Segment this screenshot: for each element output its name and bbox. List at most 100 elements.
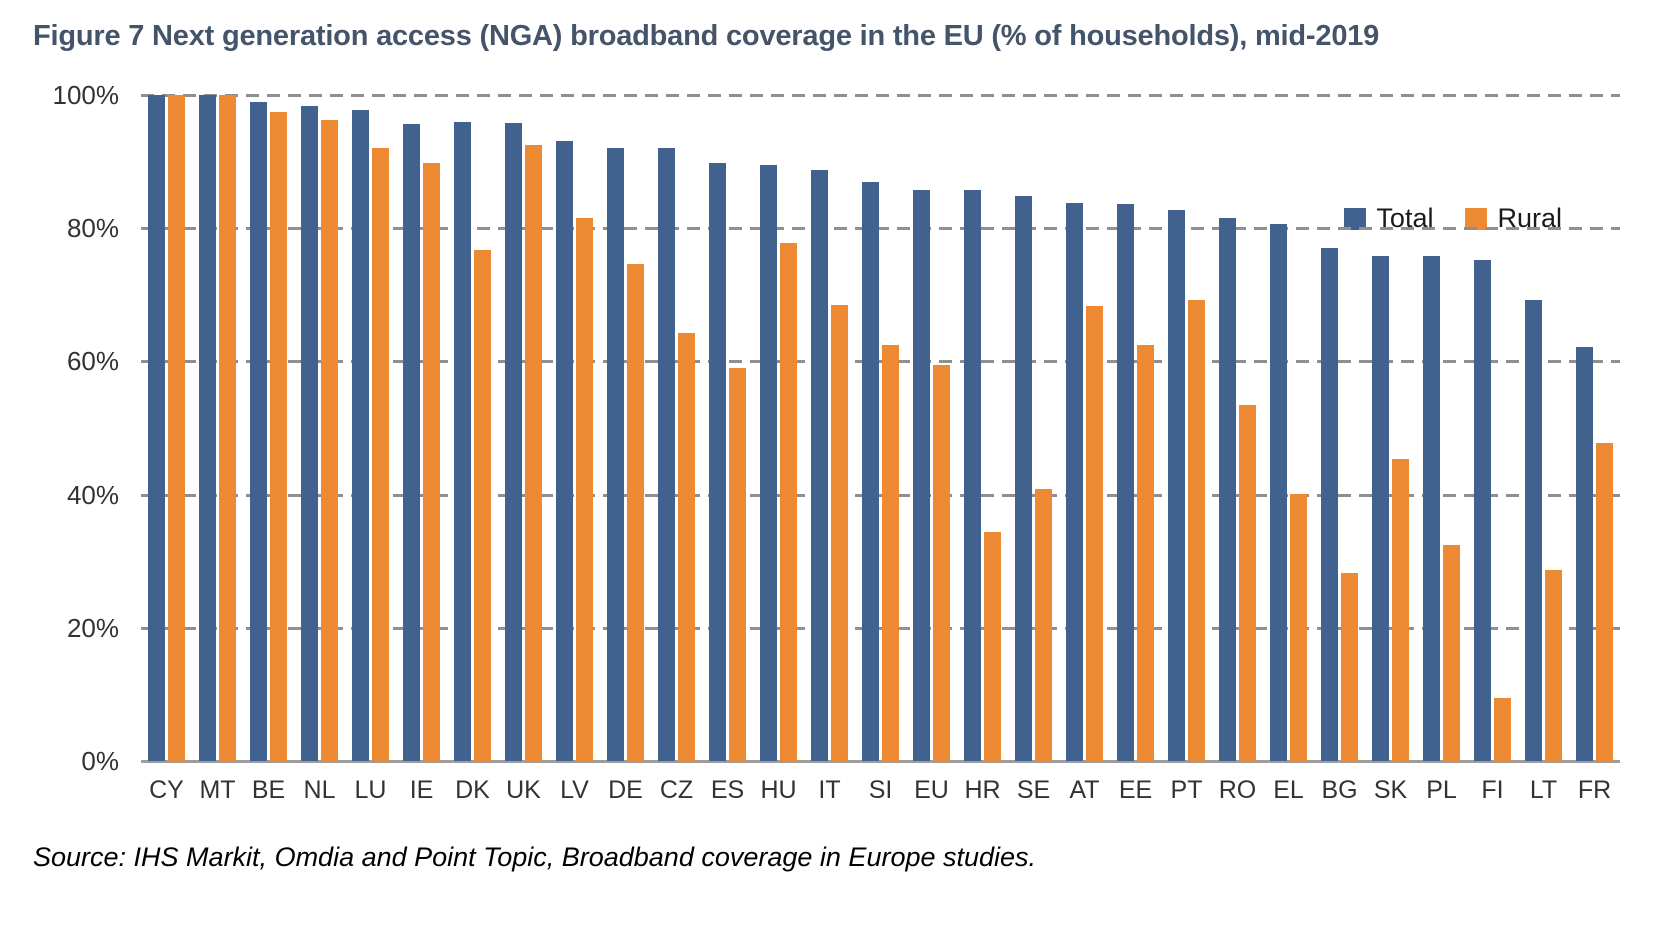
x-label-LU: LU <box>354 776 387 804</box>
bar-group-CZ <box>651 95 702 761</box>
bar-rural-HR <box>984 531 1001 761</box>
figure-title: Figure 7 Next generation access (NGA) br… <box>33 20 1380 52</box>
x-label-SI: SI <box>868 776 893 804</box>
x-label-CY: CY <box>149 776 184 804</box>
chart-plot-area: Total Rural 100% 80% 60% 40% 20% 0% CY MT BE NL LU… <box>53 81 1620 804</box>
bar-group-PT <box>1161 95 1212 761</box>
bar-group-AT <box>1059 95 1110 761</box>
x-label-CZ: CZ <box>659 776 694 804</box>
bar-rural-LV <box>576 217 593 761</box>
bar-total-CY <box>148 95 165 761</box>
bar-rural-ES <box>729 368 746 761</box>
gridline-100 <box>141 94 1620 97</box>
bar-rural-RO <box>1239 405 1256 761</box>
bar-group-IE <box>396 95 447 761</box>
x-label-NL: NL <box>303 776 336 804</box>
y-tick-label-100: 100% <box>52 80 120 110</box>
bar-total-LT <box>1525 300 1542 761</box>
x-label-HU: HU <box>760 776 797 804</box>
bar-rural-AT <box>1086 306 1103 761</box>
x-label-EL: EL <box>1273 776 1304 804</box>
bar-group-DK <box>447 95 498 761</box>
bar-group-BG <box>1314 95 1365 761</box>
bar-group-NL <box>294 95 345 761</box>
bar-rural-CY <box>168 95 185 761</box>
x-label-IT: IT <box>818 776 841 804</box>
x-label-SK: SK <box>1373 776 1408 804</box>
bar-total-FI <box>1474 259 1491 761</box>
bar-total-EU <box>913 189 930 761</box>
bar-group-LV <box>549 95 600 761</box>
x-label-HR: HR <box>964 776 1001 804</box>
bar-total-SK <box>1372 255 1389 761</box>
bar-total-IE <box>403 123 420 761</box>
x-label-LT: LT <box>1529 776 1558 804</box>
bar-group-ES <box>702 95 753 761</box>
x-label-RO: RO <box>1218 776 1257 804</box>
bar-total-AT <box>1066 202 1083 761</box>
bar-total-SE <box>1015 196 1032 761</box>
x-label-UK: UK <box>506 776 541 804</box>
bar-rural-MT <box>219 95 236 761</box>
x-label-DK: DK <box>455 776 490 804</box>
bar-rural-SI <box>882 345 899 761</box>
bar-rural-SK <box>1392 459 1409 761</box>
bar-group-LU <box>345 95 396 761</box>
x-label-DE: DE <box>608 776 643 804</box>
total-series-swatch <box>1344 207 1367 230</box>
gridline-40 <box>141 493 1620 497</box>
gridline-60 <box>141 360 1620 364</box>
bar-group-SE <box>1008 95 1059 761</box>
x-label-PL: PL <box>1426 776 1457 804</box>
bar-rural-IT <box>831 304 848 761</box>
x-label-LV: LV <box>560 776 589 804</box>
bar-group-EE <box>1110 95 1161 761</box>
x-axis-line <box>141 760 1620 763</box>
bar-group-PL <box>1416 95 1467 761</box>
rural-series-swatch <box>1465 207 1488 230</box>
bar-rural-LT <box>1545 569 1562 761</box>
bar-total-DE <box>607 148 624 761</box>
x-label-MT: MT <box>199 776 236 804</box>
bar-rural-HU <box>780 242 797 761</box>
bar-rural-IE <box>423 162 440 761</box>
bar-total-EE <box>1117 204 1134 761</box>
bar-total-BE <box>250 102 267 761</box>
bar-group-SI <box>855 95 906 761</box>
bar-rural-PT <box>1188 300 1205 761</box>
bar-group-SK <box>1365 95 1416 761</box>
gridline-20 <box>141 626 1620 630</box>
x-label-FI: FI <box>1481 776 1504 804</box>
bar-total-LU <box>352 110 369 761</box>
bar-total-SI <box>862 181 879 761</box>
bar-total-ES <box>709 162 726 761</box>
bar-total-HU <box>760 164 777 761</box>
bar-group-FR <box>1569 95 1620 761</box>
bar-rural-EE <box>1137 345 1154 761</box>
bar-rural-DE <box>627 263 644 761</box>
bar-rural-FI <box>1494 698 1511 761</box>
bar-rural-BG <box>1341 572 1358 761</box>
bar-total-CZ <box>658 148 675 761</box>
y-tick-label-60: 60% <box>66 346 119 377</box>
bar-rural-LU <box>372 147 389 761</box>
bar-group-EL <box>1263 95 1314 761</box>
x-label-ES: ES <box>710 776 745 804</box>
bar-rural-BE <box>270 112 287 761</box>
bar-rural-UK <box>525 144 542 761</box>
bar-group-HR <box>957 95 1008 761</box>
bar-total-FR <box>1576 347 1593 761</box>
bar-total-RO <box>1219 217 1236 761</box>
bar-rural-DK <box>474 249 491 761</box>
bar-total-LV <box>556 140 573 761</box>
x-label-SE: SE <box>1016 776 1051 804</box>
bar-rural-FR <box>1596 443 1613 761</box>
bar-total-DK <box>454 122 471 761</box>
bar-group-HU <box>753 95 804 761</box>
bar-group-UK <box>498 95 549 761</box>
bar-total-HR <box>964 190 981 761</box>
x-label-BE: BE <box>251 776 286 804</box>
y-tick-label-80: 80% <box>66 213 119 244</box>
bar-group-RO <box>1212 95 1263 761</box>
